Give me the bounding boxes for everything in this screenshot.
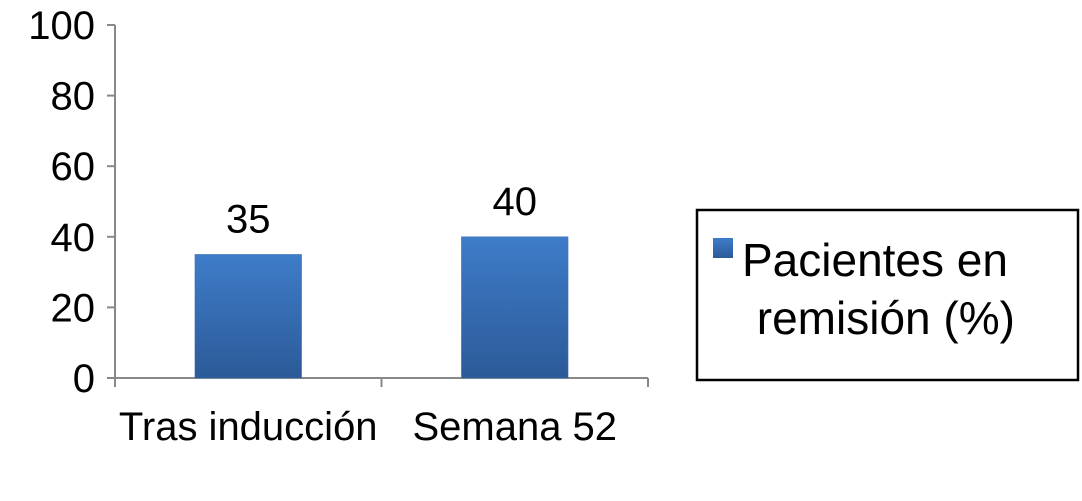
data-label: 40: [493, 180, 538, 224]
legend-swatch: [713, 238, 733, 258]
legend-label: Pacientes en remisión (%): [742, 234, 1015, 344]
y-tick-label: 80: [51, 75, 96, 119]
y-tick-label: 100: [28, 4, 95, 48]
y-tick-label: 0: [73, 357, 95, 401]
x-tick-label: Tras inducción: [119, 405, 378, 449]
y-tick-label: 40: [51, 216, 96, 260]
data-label: 35: [226, 197, 271, 241]
legend-box: [695, 208, 1080, 382]
y-tick-label: 20: [51, 286, 96, 330]
y-tick-label: 60: [51, 145, 96, 189]
x-tick-label: Semana 52: [412, 405, 617, 449]
bar: [461, 236, 569, 379]
bar: [194, 254, 302, 379]
